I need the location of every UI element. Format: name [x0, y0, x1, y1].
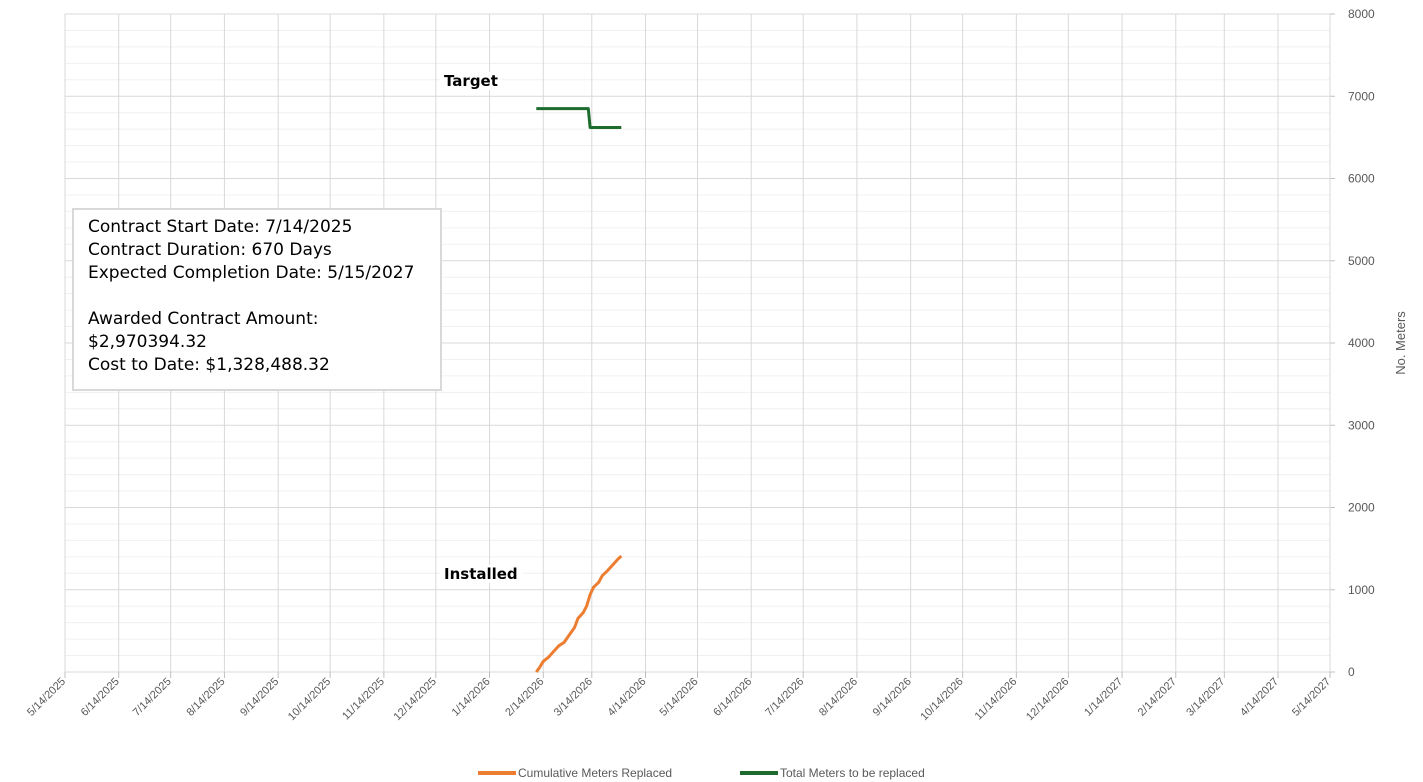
x-tick-label: 8/14/2026 [817, 676, 860, 719]
installed-annotation: Installed [440, 565, 522, 583]
contract-start-date: Contract Start Date: 7/14/2025 [88, 217, 353, 237]
x-tick-label: 5/14/2025 [25, 676, 68, 719]
x-tick-label: 7/14/2025 [131, 676, 174, 719]
x-tick-label: 5/14/2027 [1290, 676, 1333, 719]
y-tick-label: 3000 [1348, 418, 1375, 432]
x-tick-label: 9/14/2026 [871, 676, 914, 719]
x-tick-label: 10/14/2025 [286, 676, 333, 723]
x-tick-label: 1/14/2027 [1082, 676, 1125, 719]
contract-duration: Contract Duration: 670 Days [88, 240, 332, 260]
legend-label: Total Meters to be replaced [780, 766, 925, 780]
y-tick-label: 6000 [1348, 172, 1375, 186]
expected-completion-date: Expected Completion Date: 5/15/2027 [88, 263, 415, 283]
y-tick-label: 5000 [1348, 254, 1375, 268]
x-tick-label: 1/14/2026 [450, 676, 493, 719]
x-tick-label: 4/14/2027 [1238, 676, 1281, 719]
x-axis-tick-labels: 5/14/2025 6/14/2025 7/14/2025 8/14/2025 9/14… [25, 676, 1333, 723]
y-tick-label: 4000 [1348, 336, 1375, 350]
legend-label: Cumulative Meters Replaced [518, 766, 672, 780]
cost-to-date: Cost to Date: $1,328,488.32 [88, 355, 330, 375]
y-tick-label: 8000 [1348, 7, 1375, 21]
x-tick-label: 7/14/2026 [763, 676, 806, 719]
y-tick-label: 1000 [1348, 583, 1375, 597]
x-tick-label: 12/14/2025 [392, 676, 439, 723]
legend: Cumulative Meters Replaced Total Meters t… [478, 766, 925, 780]
y-axis-title: No. Meters [1393, 311, 1408, 375]
contract-info-box: Contract Start Date: 7/14/2025 Contract … [72, 208, 442, 391]
x-tick-label: 9/14/2025 [238, 676, 281, 719]
x-tick-label: 5/14/2026 [658, 676, 701, 719]
x-tick-label: 2/14/2026 [503, 676, 546, 719]
series-line [536, 107, 622, 129]
awarded-amount-label: Awarded Contract Amount: [88, 309, 319, 329]
x-tick-label: 8/14/2025 [184, 676, 227, 719]
x-tick-label: 11/14/2026 [973, 676, 1020, 723]
y-tick-label: 7000 [1348, 89, 1375, 103]
x-tick-label: 2/14/2027 [1136, 676, 1179, 719]
y-tick-label: 2000 [1348, 501, 1375, 515]
x-tick-label: 3/14/2027 [1184, 676, 1227, 719]
x-tick-label: 11/14/2025 [340, 676, 387, 723]
major-gridlines [64, 13, 1335, 678]
x-tick-label: 6/14/2026 [711, 676, 754, 719]
x-tick-label: 6/14/2025 [79, 676, 122, 719]
x-tick-label: 4/14/2026 [606, 676, 649, 719]
x-tick-label: 10/14/2026 [918, 676, 965, 723]
y-axis-tick-labels: 0 1000 2000 3000 4000 5000 6000 7000 8000 [1348, 7, 1375, 679]
series-lines [535, 107, 623, 673]
target-annotation: Target [440, 72, 502, 90]
series-line [535, 554, 623, 673]
x-tick-label: 12/14/2026 [1024, 676, 1071, 723]
awarded-amount-value: $2,970394.32 [88, 332, 207, 352]
spacer [88, 285, 440, 308]
x-tick-label: 3/14/2026 [552, 676, 595, 719]
y-tick-label: 0 [1348, 665, 1355, 679]
